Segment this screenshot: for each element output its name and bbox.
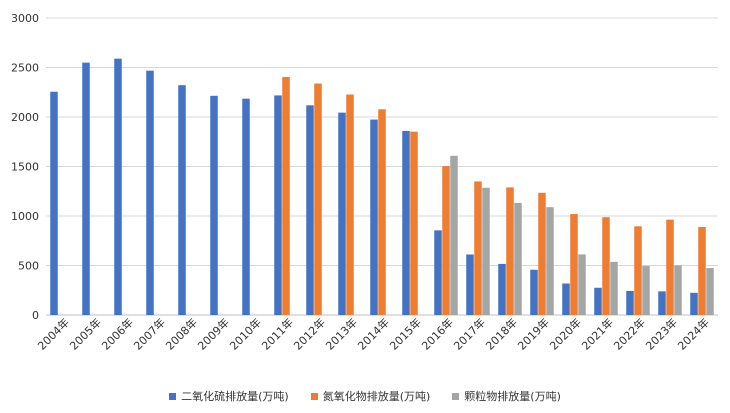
- bar-nox: [378, 109, 386, 315]
- x-tick-label: 2019年: [515, 315, 552, 352]
- y-tick-label: 2000: [11, 111, 39, 124]
- x-tick-label: 2017年: [451, 315, 488, 352]
- bar-pm: [706, 268, 714, 315]
- bar-nox: [314, 83, 322, 316]
- bar-nox: [474, 181, 482, 315]
- chart-plot: 0500100015002000250030002004年2005年2006年2…: [11, 12, 718, 353]
- x-tick-label: 2018年: [483, 315, 520, 352]
- legend-item-pm[interactable]: 颗粒物排放量(万吨): [452, 388, 561, 404]
- bar-so2: [466, 254, 474, 315]
- legend: 二氧化硫排放量(万吨) 氮氧化物排放量(万吨) 颗粒物排放量(万吨): [0, 388, 730, 404]
- bar-so2: [594, 287, 602, 315]
- bar-so2: [530, 269, 538, 315]
- bar-so2: [562, 283, 570, 315]
- bar-so2: [690, 292, 698, 315]
- legend-label-so2: 二氧化硫排放量(万吨): [181, 390, 289, 403]
- bar-nox: [346, 94, 354, 315]
- bar-pm: [578, 254, 586, 315]
- x-tick-label: 2005年: [67, 315, 104, 352]
- y-tick-label: 1500: [11, 161, 39, 174]
- bar-so2: [626, 290, 634, 315]
- bar-pm: [482, 187, 490, 315]
- bar-so2: [402, 130, 410, 315]
- bar-so2: [146, 70, 154, 315]
- x-tick-label: 2020年: [547, 315, 584, 352]
- x-tick-label: 2022年: [611, 315, 648, 352]
- bar-nox: [602, 217, 610, 315]
- bar-so2: [50, 91, 58, 315]
- bar-pm: [450, 155, 458, 315]
- legend-swatch-so2: [169, 392, 177, 400]
- x-tick-label: 2011年: [259, 315, 296, 352]
- bar-so2: [434, 230, 442, 315]
- legend-item-nox[interactable]: 氮氧化物排放量(万吨): [310, 388, 431, 404]
- bar-pm: [610, 261, 618, 315]
- bar-so2: [498, 263, 506, 315]
- bar-so2: [306, 105, 314, 316]
- bar-nox: [506, 187, 514, 315]
- bar-nox: [410, 131, 418, 315]
- legend-label-nox: 氮氧化物排放量(万吨): [322, 390, 431, 403]
- x-tick-label: 2009年: [195, 315, 232, 352]
- bar-nox: [698, 226, 706, 315]
- x-tick-label: 2013年: [323, 315, 360, 352]
- bar-pm: [674, 265, 682, 315]
- bar-so2: [658, 291, 666, 315]
- x-tick-label: 2008年: [163, 315, 200, 352]
- x-tick-label: 2010年: [227, 315, 264, 352]
- y-tick-label: 3000: [11, 12, 39, 25]
- bar-so2: [114, 58, 122, 316]
- x-tick-label: 2006年: [99, 315, 136, 352]
- bar-nox: [282, 77, 290, 315]
- bar-so2: [210, 95, 218, 316]
- legend-swatch-pm: [452, 392, 460, 400]
- bar-nox: [570, 214, 578, 315]
- bar-pm: [546, 207, 554, 315]
- bar-nox: [538, 192, 546, 315]
- legend-swatch-nox: [310, 392, 318, 400]
- x-tick-label: 2014年: [355, 315, 392, 352]
- x-tick-label: 2021年: [579, 315, 616, 352]
- bar-pm: [514, 202, 522, 315]
- bar-nox: [634, 226, 642, 315]
- x-tick-label: 2024年: [675, 315, 712, 352]
- bar-nox: [442, 166, 450, 315]
- x-tick-label: 2007年: [131, 315, 168, 352]
- bar-so2: [274, 95, 282, 315]
- y-tick-label: 500: [18, 260, 39, 273]
- bar-so2: [82, 62, 90, 315]
- x-tick-label: 2012年: [291, 315, 328, 352]
- x-tick-label: 2016年: [419, 315, 456, 352]
- x-tick-label: 2004年: [35, 315, 72, 352]
- x-tick-label: 2023年: [643, 315, 680, 352]
- x-tick-label: 2015年: [387, 315, 424, 352]
- bar-so2: [370, 119, 378, 315]
- y-tick-label: 1000: [11, 210, 39, 223]
- bar-so2: [242, 98, 250, 315]
- y-tick-label: 2500: [11, 62, 39, 75]
- bar-so2: [178, 85, 186, 315]
- legend-item-so2[interactable]: 二氧化硫排放量(万吨): [169, 388, 289, 404]
- legend-label-pm: 颗粒物排放量(万吨): [464, 390, 561, 403]
- bar-so2: [338, 112, 346, 315]
- y-tick-label: 0: [32, 309, 39, 322]
- bar-nox: [666, 219, 674, 315]
- bar-pm: [642, 265, 650, 315]
